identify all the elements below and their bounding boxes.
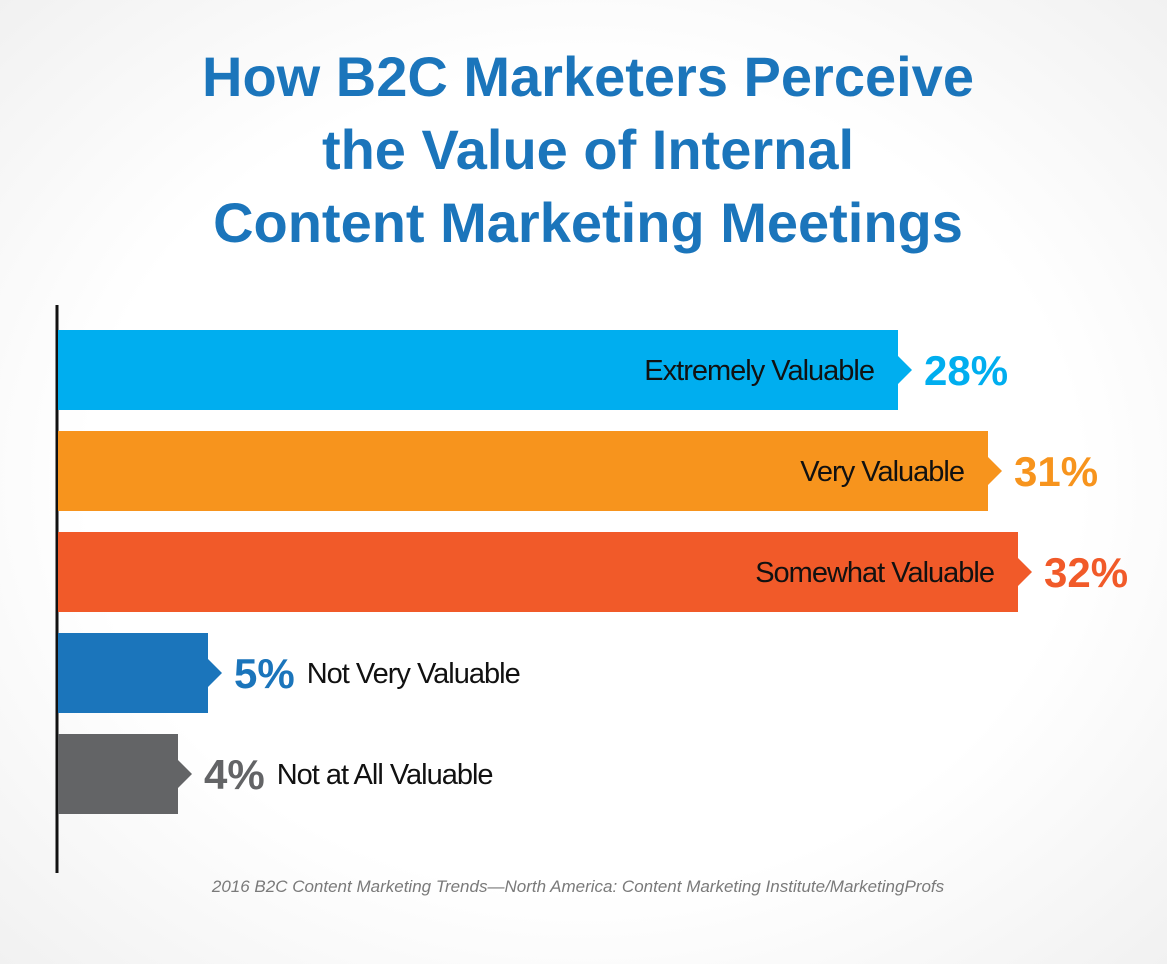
- category-label: Somewhat Valuable: [755, 557, 994, 589]
- chart-title: How B2C Marketers Perceive: [202, 45, 974, 108]
- chart-title: the Value of Internal: [322, 118, 854, 181]
- category-label: Extremely Valuable: [644, 355, 874, 387]
- value-label: 4%: [204, 751, 265, 798]
- value-label: 5%: [234, 650, 295, 697]
- bar: [58, 532, 1032, 612]
- bar: [58, 633, 222, 713]
- bar: [58, 431, 1002, 511]
- category-label: Not Very Valuable: [307, 658, 520, 690]
- category-label: Not at All Valuable: [277, 759, 493, 791]
- value-label: 28%: [924, 347, 1008, 394]
- chart-title: Content Marketing Meetings: [213, 191, 963, 254]
- value-label: 32%: [1044, 549, 1128, 596]
- category-label: Very Valuable: [800, 456, 964, 488]
- bar: [58, 330, 912, 410]
- bar: [58, 734, 192, 814]
- value-label: 31%: [1014, 448, 1098, 495]
- source: 2016 B2C Content Marketing Trends—North …: [211, 877, 945, 896]
